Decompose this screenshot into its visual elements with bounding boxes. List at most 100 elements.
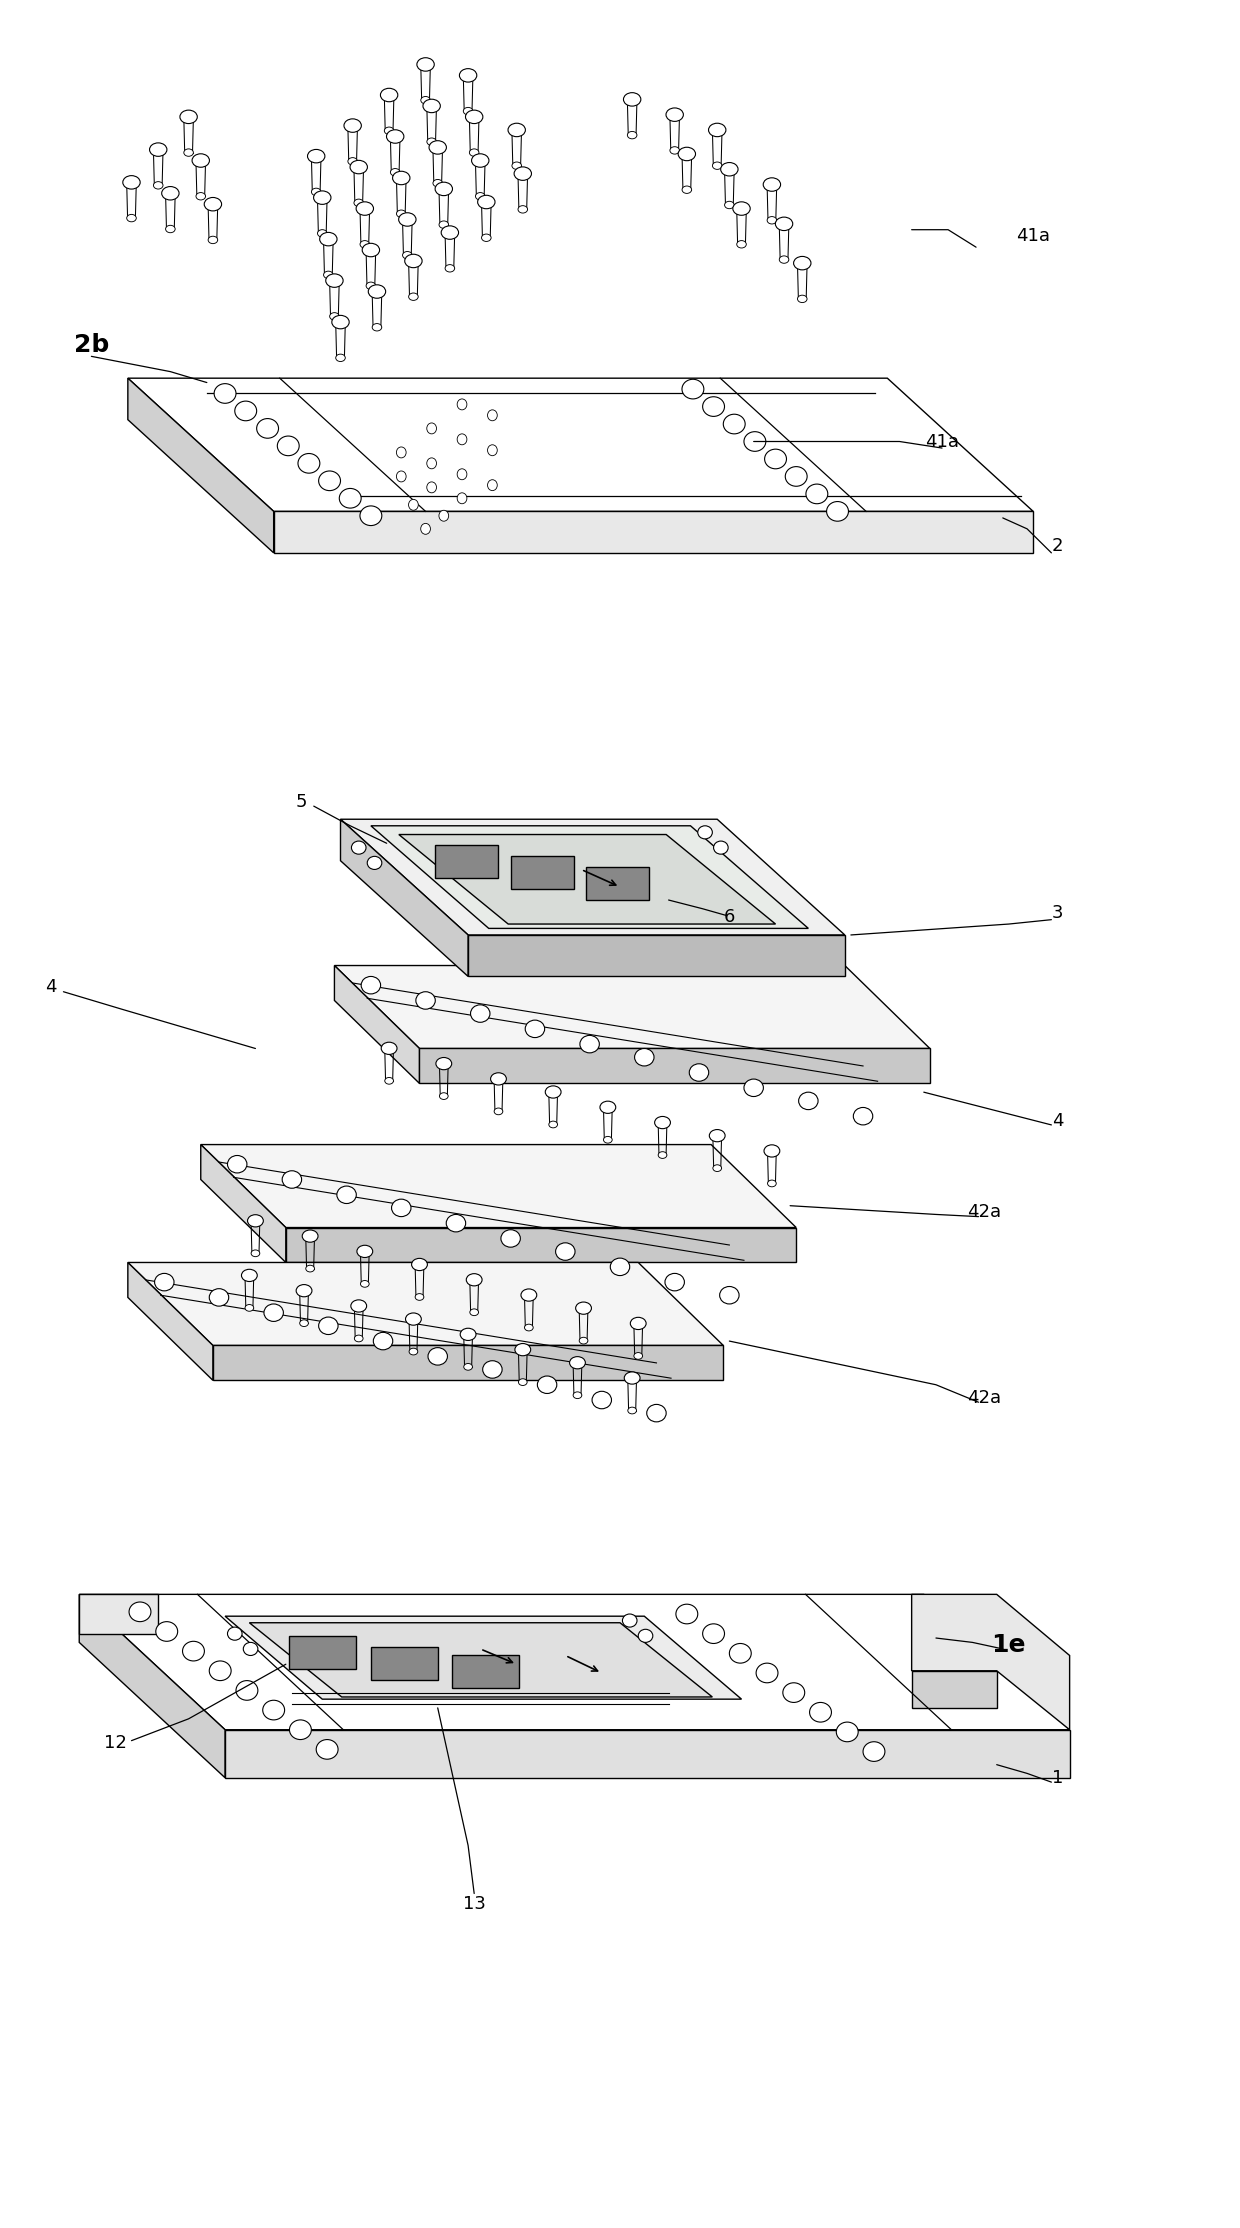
Ellipse shape: [428, 1348, 448, 1366]
Ellipse shape: [779, 256, 789, 263]
Ellipse shape: [236, 1680, 258, 1700]
Ellipse shape: [639, 1629, 652, 1642]
Ellipse shape: [575, 1301, 591, 1315]
Ellipse shape: [351, 840, 366, 853]
Ellipse shape: [210, 1660, 231, 1680]
Polygon shape: [289, 1635, 356, 1669]
Polygon shape: [453, 1655, 520, 1689]
Ellipse shape: [600, 1101, 616, 1114]
Ellipse shape: [427, 138, 436, 145]
Polygon shape: [371, 827, 808, 929]
Ellipse shape: [192, 154, 210, 167]
Ellipse shape: [303, 1230, 317, 1243]
Ellipse shape: [427, 459, 436, 468]
Ellipse shape: [537, 1377, 557, 1392]
Ellipse shape: [709, 1130, 725, 1141]
Ellipse shape: [708, 123, 725, 136]
Ellipse shape: [655, 1116, 671, 1130]
Ellipse shape: [441, 225, 459, 238]
Polygon shape: [335, 965, 419, 1083]
Ellipse shape: [471, 154, 489, 167]
Ellipse shape: [196, 192, 206, 201]
Polygon shape: [435, 844, 498, 878]
Ellipse shape: [356, 203, 373, 216]
Ellipse shape: [624, 94, 641, 107]
Ellipse shape: [423, 100, 440, 114]
Polygon shape: [274, 512, 1033, 553]
Polygon shape: [911, 1595, 1070, 1729]
Ellipse shape: [227, 1626, 242, 1640]
Ellipse shape: [355, 1335, 363, 1341]
Polygon shape: [341, 820, 844, 936]
Ellipse shape: [306, 1266, 315, 1272]
Ellipse shape: [381, 1043, 397, 1054]
Ellipse shape: [481, 234, 491, 241]
Ellipse shape: [397, 209, 405, 218]
Ellipse shape: [319, 470, 341, 490]
Text: 41a: 41a: [1016, 227, 1050, 245]
Ellipse shape: [384, 127, 394, 134]
Ellipse shape: [634, 1352, 642, 1359]
Ellipse shape: [723, 414, 745, 434]
Ellipse shape: [470, 149, 479, 156]
Polygon shape: [399, 836, 775, 925]
Ellipse shape: [298, 455, 320, 472]
Ellipse shape: [775, 216, 792, 229]
Ellipse shape: [372, 323, 382, 332]
Text: 5: 5: [296, 793, 308, 811]
Ellipse shape: [184, 149, 193, 156]
Ellipse shape: [320, 232, 337, 245]
Ellipse shape: [720, 163, 738, 176]
Ellipse shape: [208, 236, 218, 243]
Ellipse shape: [296, 1286, 312, 1297]
Polygon shape: [587, 867, 650, 900]
Ellipse shape: [348, 158, 357, 165]
Ellipse shape: [627, 1408, 636, 1415]
Polygon shape: [335, 965, 930, 1049]
Ellipse shape: [624, 1372, 640, 1384]
Ellipse shape: [763, 178, 781, 192]
Ellipse shape: [508, 123, 526, 136]
Ellipse shape: [123, 176, 140, 189]
Ellipse shape: [384, 1078, 393, 1085]
Ellipse shape: [518, 205, 527, 214]
Ellipse shape: [853, 1107, 873, 1125]
Ellipse shape: [658, 1152, 667, 1159]
Text: 4: 4: [1052, 1112, 1063, 1130]
Ellipse shape: [129, 1602, 151, 1622]
Ellipse shape: [556, 1243, 575, 1261]
Ellipse shape: [676, 1604, 698, 1624]
Ellipse shape: [515, 1343, 531, 1357]
Ellipse shape: [713, 163, 722, 169]
Ellipse shape: [403, 252, 412, 258]
Ellipse shape: [806, 483, 828, 504]
Ellipse shape: [324, 272, 334, 278]
Ellipse shape: [264, 1303, 284, 1321]
Ellipse shape: [337, 1185, 356, 1203]
Ellipse shape: [487, 410, 497, 421]
Ellipse shape: [604, 1136, 613, 1143]
Ellipse shape: [765, 450, 786, 468]
Ellipse shape: [161, 187, 179, 201]
Ellipse shape: [351, 1299, 367, 1312]
Ellipse shape: [768, 216, 776, 225]
Ellipse shape: [215, 383, 236, 403]
Ellipse shape: [319, 1317, 339, 1335]
Ellipse shape: [689, 1063, 709, 1081]
Ellipse shape: [464, 1364, 472, 1370]
Ellipse shape: [314, 192, 331, 205]
Ellipse shape: [756, 1662, 777, 1682]
Ellipse shape: [703, 397, 724, 417]
Ellipse shape: [415, 991, 435, 1009]
Ellipse shape: [289, 1720, 311, 1740]
Polygon shape: [419, 1049, 930, 1083]
Ellipse shape: [242, 1270, 257, 1281]
Ellipse shape: [713, 1165, 722, 1172]
Ellipse shape: [317, 229, 327, 236]
Ellipse shape: [682, 185, 692, 194]
Ellipse shape: [482, 1361, 502, 1379]
Ellipse shape: [362, 243, 379, 256]
Ellipse shape: [343, 118, 361, 131]
Ellipse shape: [397, 470, 407, 481]
Ellipse shape: [465, 109, 482, 123]
